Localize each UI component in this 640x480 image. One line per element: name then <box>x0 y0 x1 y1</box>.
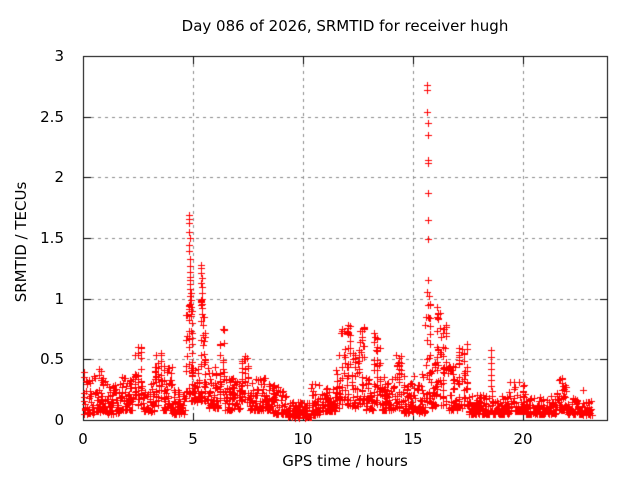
y-tick-label: 3 <box>54 47 64 65</box>
x-axis-label: GPS time / hours <box>282 452 408 470</box>
y-tick-label: 2.5 <box>40 108 64 126</box>
y-tick-label: 1.5 <box>40 229 64 247</box>
x-tick-label: 0 <box>78 430 88 448</box>
chart-title: Day 086 of 2026, SRMTID for receiver hug… <box>181 17 509 35</box>
x-tick-label: 20 <box>513 430 533 448</box>
y-tick-label: 0 <box>54 411 64 429</box>
x-tick-label: 15 <box>403 430 423 448</box>
y-tick-label: 1 <box>54 290 64 308</box>
x-tick-label: 10 <box>293 430 313 448</box>
y-tick-label: 0.5 <box>40 350 64 368</box>
x-tick-label: 5 <box>188 430 198 448</box>
y-tick-label: 2 <box>54 168 64 186</box>
